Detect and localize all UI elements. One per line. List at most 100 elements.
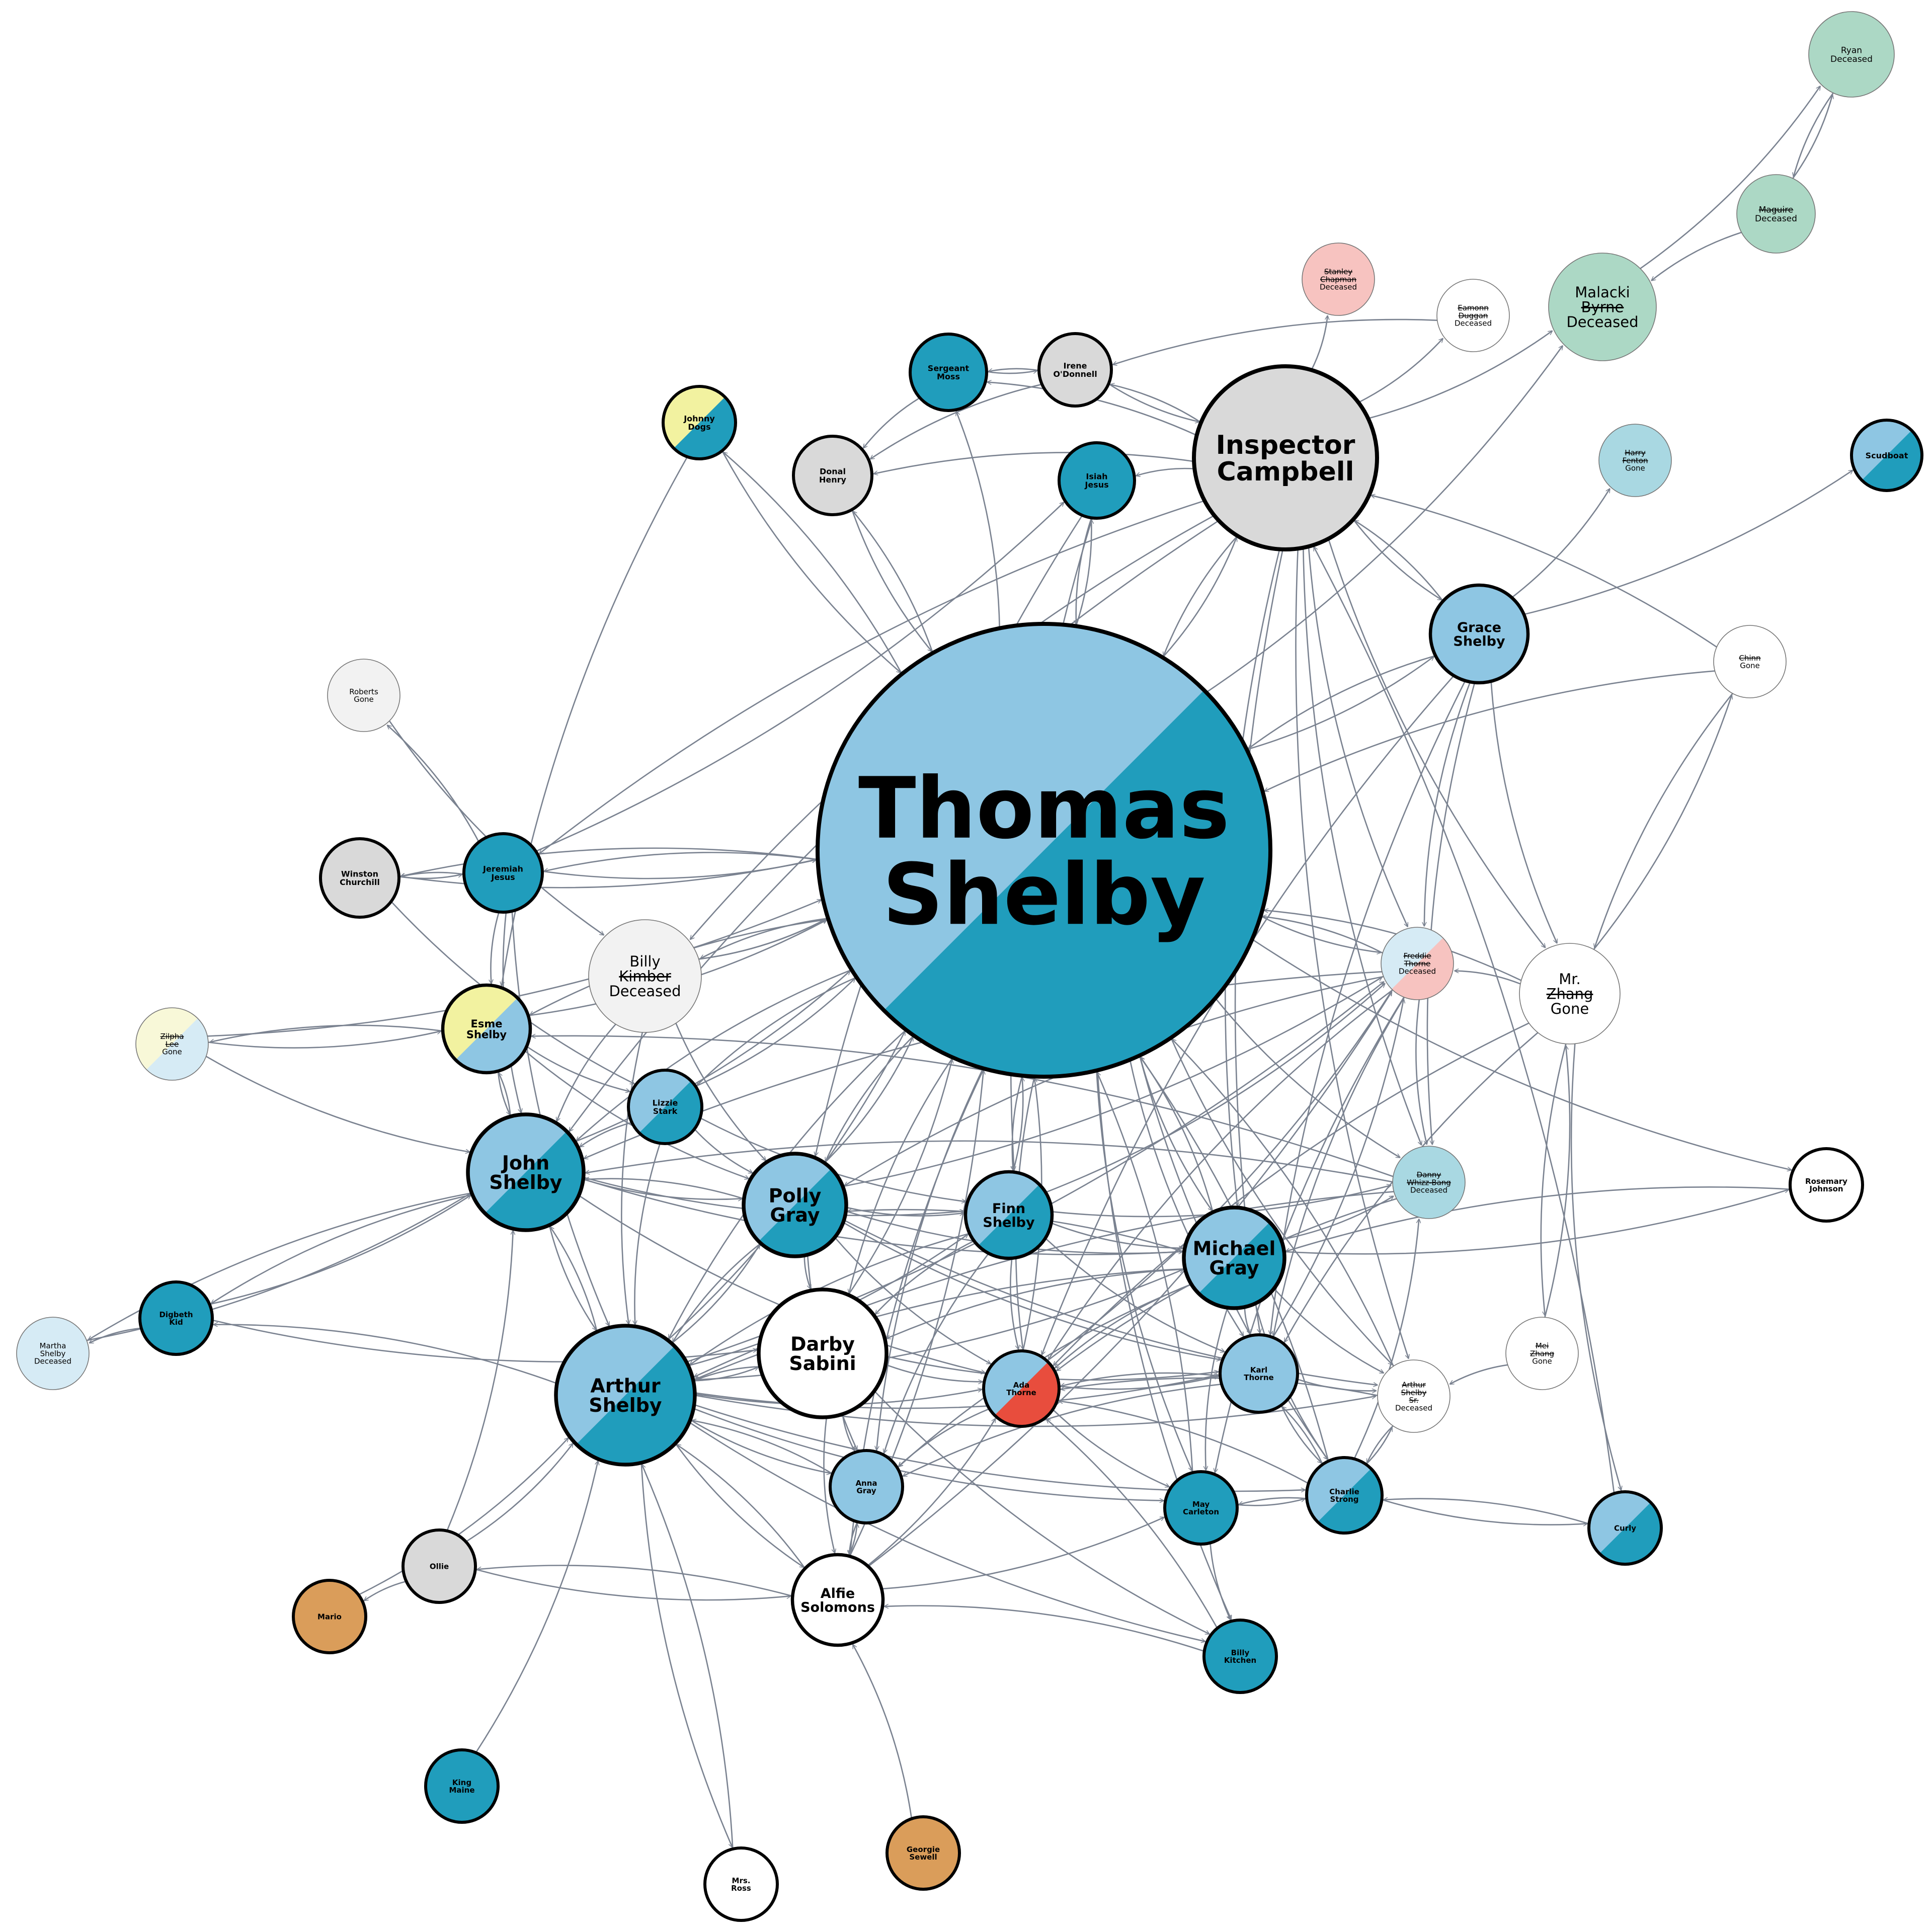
node-mei: Mei Zhang Gone [1505, 1317, 1579, 1390]
edge-finn-to-darby [875, 1240, 975, 1314]
edge-esme-to-zilpha [210, 1024, 443, 1042]
node-label-line: Gone [1625, 464, 1645, 473]
node-zilpha: Zilpha Lee Gone [135, 1007, 209, 1081]
node-circle [1220, 1335, 1298, 1412]
node-label: Inspector Campbell [1216, 430, 1355, 487]
node-arthur: Arthur Shelby [554, 1324, 697, 1467]
edge-may-to-thomas [1097, 1072, 1193, 1473]
node-irene: Irene O'Donnell [1037, 332, 1113, 408]
node-label-line: Shelby [1453, 634, 1505, 650]
node-sergeant: Sergeant Moss [909, 333, 988, 412]
node-label-line: Mrs. [732, 1876, 751, 1885]
node-label-line: Charlie [1329, 1487, 1359, 1496]
edge-chinn-to-thomas [1264, 670, 1715, 792]
node-label: Mei Zhang Gone [1530, 1341, 1554, 1366]
edge-michael-to-karl [1244, 1307, 1251, 1334]
edge-georgie-to-alfie [852, 1644, 913, 1819]
node-label-line: Gone [1551, 1000, 1589, 1017]
node-outline [1548, 253, 1657, 361]
node-label: Roberts Gone [349, 687, 378, 704]
node-circle [17, 1317, 89, 1390]
edge-mr_zhang-to-chinn [1593, 695, 1732, 950]
edge-karl-to-anna [903, 1384, 1222, 1477]
edge-polly-to-thomas [824, 1037, 914, 1164]
node-split-fill [146, 1018, 208, 1080]
edge-thomas-to-donal [853, 511, 934, 654]
node-label: Scudboat [1866, 451, 1908, 460]
edge-ollie-to-arthur [465, 1443, 574, 1543]
edge-john-to-esme [498, 1073, 511, 1117]
edge-darby-to-arthur [695, 1366, 760, 1381]
edge-polly-to-finn [846, 1206, 964, 1217]
node-label-line: King [452, 1778, 471, 1787]
node-label-line: John [501, 1152, 549, 1174]
edge-arthur-to-mrs_ross [640, 1463, 733, 1847]
node-rosemary: Rosemary Johnson [1789, 1147, 1864, 1223]
node-outline [1381, 927, 1454, 1000]
node-label: Karl Thorne [1244, 1365, 1273, 1382]
node-label: Rosemary Johnson [1805, 1177, 1847, 1193]
node-alfie: Alfie Solomons [790, 1553, 885, 1647]
node-label-line: Shelby [589, 1394, 662, 1416]
node-outline [1850, 419, 1923, 492]
edge-thomas-to-finn [1012, 1075, 1023, 1171]
node-outline [627, 1069, 703, 1145]
edge-finn-to-ada [1010, 1258, 1018, 1349]
node-outline [327, 659, 400, 732]
node-split-fill [758, 1168, 847, 1257]
edge-campbell-to-thomas [1163, 535, 1238, 656]
node-label: Ryan Deceased [1830, 46, 1873, 64]
node-label: Arthur Shelby Sr. Deceased [1395, 1381, 1432, 1413]
node-label: Polly Gray [769, 1184, 822, 1226]
node-label: Georgie Sewell [907, 1845, 940, 1862]
node-outline [1436, 279, 1510, 352]
edge-freddie-to-ada [1048, 989, 1393, 1360]
node-label-line: Danny [1417, 1170, 1441, 1179]
node-outline [1587, 1490, 1663, 1566]
node-label-line: Ollie [430, 1562, 449, 1571]
node-label-line: Gray [856, 1486, 876, 1495]
node-label: Harry Fenton Gone [1622, 448, 1648, 473]
node-arthur-sr: Arthur Shelby Sr. Deceased [1377, 1359, 1451, 1433]
edge-thomas-to-isiah [1075, 519, 1092, 626]
edge-thomas-to-grace [1246, 656, 1434, 750]
node-outline [292, 1579, 367, 1654]
edge-mr_zhang-to-ada [1053, 1022, 1530, 1365]
edge-thomas-to-rosemary [1252, 938, 1792, 1170]
node-label-line: Shelby [1401, 1388, 1427, 1397]
node-outline [1428, 583, 1530, 685]
edge-mei-to-mr_zhang [1544, 1045, 1571, 1318]
node-outline [1305, 1456, 1384, 1535]
edge-rosemary-to-michael [1285, 1186, 1791, 1251]
node-label: Curly [1614, 1523, 1636, 1533]
node-circle [1519, 943, 1620, 1044]
node-outline [963, 1170, 1054, 1260]
node-label: Maguire Deceased [1755, 205, 1797, 223]
edge-maguire-to-malacki [1651, 231, 1742, 282]
node-label-line: Thomas [858, 759, 1230, 858]
edge-john-to-arthur [548, 1225, 597, 1330]
edge-billy_kitchen-to-alfie [884, 1605, 1205, 1652]
edge-michael-to-may [1205, 1307, 1229, 1471]
edge-polly-to-darby [803, 1255, 811, 1289]
node-ollie: Ollie [401, 1528, 477, 1604]
node-circle [759, 1290, 887, 1417]
node-may: May Carleton [1163, 1470, 1239, 1546]
node-circle [1302, 243, 1375, 315]
node-label-line: Chapman [1320, 275, 1356, 284]
node-scudboat: Scudboat [1850, 419, 1923, 492]
edge-arthur-to-darby [693, 1367, 759, 1382]
node-label: Lizzie Stark [653, 1098, 678, 1116]
node-label: Zilpha Lee Gone [160, 1032, 184, 1057]
node-maguire: Maguire Deceased [1736, 174, 1816, 254]
node-label-line: Karl [1250, 1365, 1267, 1375]
edge-finn-to-arthur [690, 1233, 970, 1366]
node-outline [588, 919, 702, 1033]
node-lizzie: Lizzie Stark [627, 1069, 703, 1145]
node-outline [554, 1324, 697, 1467]
edge-karl-to-charlie [1280, 1405, 1322, 1463]
edge-arthur-to-alfie [675, 1443, 804, 1568]
edge-campbell-to-irene [1110, 384, 1201, 423]
node-label-line: Deceased [1410, 1186, 1447, 1195]
node-circle [887, 1817, 959, 1889]
